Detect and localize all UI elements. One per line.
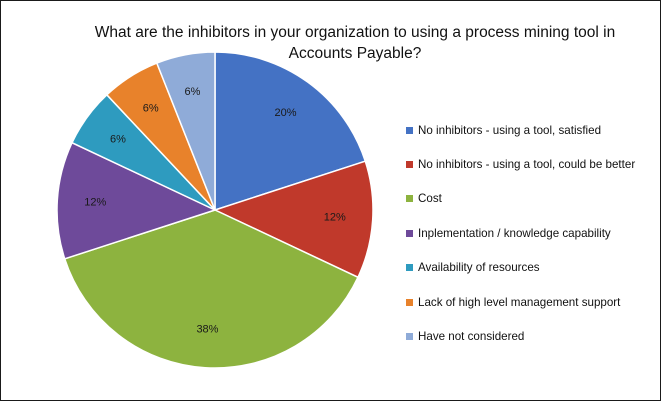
pie-slice (155, 51, 216, 211)
legend-label: Cost (418, 192, 442, 206)
slice-data-label: 20% (275, 107, 297, 119)
chart-legend: No inhibitors - using a tool, satisfied … (406, 113, 635, 354)
pie-slice (212, 160, 374, 279)
chart-title: What are the inhibitors in your organiza… (90, 22, 620, 64)
slice-data-label: 38% (196, 324, 218, 336)
legend-swatch (406, 298, 413, 306)
slice-data-label: 6% (110, 133, 126, 145)
pie-slice (56, 141, 218, 260)
pie-slice (63, 209, 359, 369)
legend-item: Lack of high level management support (406, 285, 635, 319)
chart-title-line-1: What are the inhibitors in your organiza… (94, 24, 616, 41)
legend-label: No inhibitors - using a tool, satisfied (418, 123, 602, 137)
slice-data-label: 6% (185, 86, 201, 98)
legend-item: Availability of resources (406, 251, 635, 285)
legend-swatch (406, 264, 413, 272)
legend-swatch (406, 333, 413, 341)
legend-label: Availability of resources (418, 261, 540, 275)
legend-swatch (406, 161, 413, 169)
legend-item: No inhibitors - using a tool, could be b… (406, 147, 635, 181)
legend-label: Lack of high level management support (418, 295, 621, 309)
pie-slices (56, 51, 374, 369)
pie-data-labels: 20% 12% 38% 12% 6% 6% 6% (84, 86, 346, 336)
legend-label: Inplementation / knowledge capability (418, 226, 611, 240)
legend-label: Have not considered (418, 330, 525, 344)
pie-slice (214, 51, 367, 212)
chart-title-line-2: Accounts Payable? (288, 45, 422, 62)
slice-data-label: 6% (143, 103, 159, 115)
legend-swatch (406, 229, 413, 237)
legend-item: Have not considered (406, 319, 635, 353)
legend-item: Cost (406, 182, 635, 216)
legend-item: Inplementation / knowledge capability (406, 216, 635, 250)
legend-label: No inhibitors - using a tool, could be b… (418, 158, 636, 172)
slice-data-label: 12% (84, 196, 106, 208)
legend-swatch (406, 195, 413, 203)
legend-item: No inhibitors - using a tool, satisfied (406, 113, 635, 147)
slice-data-label: 12% (324, 211, 346, 223)
legend-swatch (406, 126, 413, 134)
